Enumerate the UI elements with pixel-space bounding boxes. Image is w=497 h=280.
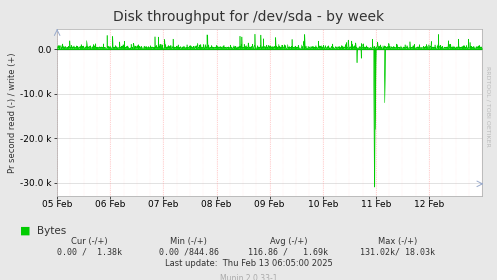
Text: ■: ■ — [20, 226, 30, 236]
Text: RRDTOOL / TOBI OETIKER: RRDTOOL / TOBI OETIKER — [486, 66, 491, 147]
Text: Min (-/+): Min (-/+) — [170, 237, 207, 246]
Text: Munin 2.0.33-1: Munin 2.0.33-1 — [220, 274, 277, 280]
Y-axis label: Pr second read (-) / write (+): Pr second read (-) / write (+) — [8, 52, 17, 173]
Text: 0.00 /844.86: 0.00 /844.86 — [159, 248, 219, 257]
Text: Last update:  Thu Feb 13 06:05:00 2025: Last update: Thu Feb 13 06:05:00 2025 — [165, 259, 332, 268]
Text: Max (-/+): Max (-/+) — [378, 237, 417, 246]
Text: 0.00 /  1.38k: 0.00 / 1.38k — [57, 248, 122, 257]
Text: Cur (-/+): Cur (-/+) — [71, 237, 108, 246]
Text: 131.02k/ 18.03k: 131.02k/ 18.03k — [360, 248, 435, 257]
Text: Disk throughput for /dev/sda - by week: Disk throughput for /dev/sda - by week — [113, 10, 384, 24]
Text: Avg (-/+): Avg (-/+) — [269, 237, 307, 246]
Text: 116.86 /   1.69k: 116.86 / 1.69k — [248, 248, 328, 257]
Text: Bytes: Bytes — [37, 226, 67, 236]
